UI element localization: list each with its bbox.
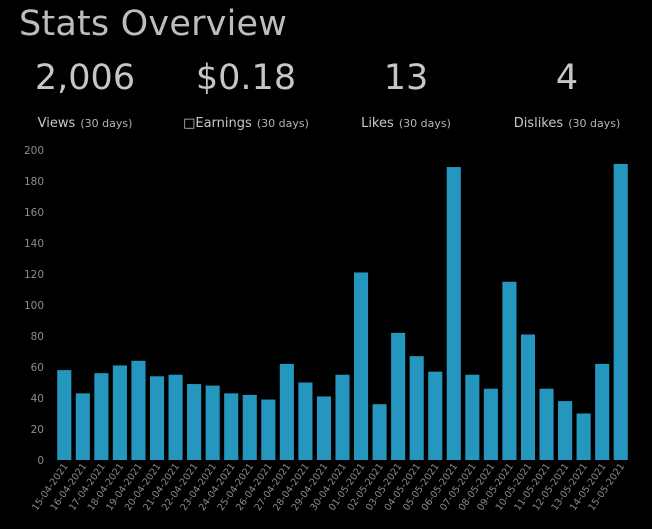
- y-tick-label: 160: [24, 207, 44, 219]
- stat-dislikes-period: (30 days): [568, 117, 621, 130]
- y-tick-label: 100: [24, 300, 44, 312]
- bar: [298, 382, 313, 460]
- bar: [242, 394, 257, 460]
- bar: [595, 363, 610, 460]
- bar: [520, 334, 536, 460]
- stat-earnings-label-text: □Earnings: [183, 116, 252, 131]
- y-tick-label: 20: [31, 424, 44, 436]
- bar: [187, 384, 202, 460]
- bar: [446, 167, 461, 461]
- bar: [112, 365, 127, 460]
- y-tick-label: 80: [31, 331, 44, 343]
- stat-dislikes-label: Dislikes (30 days): [482, 112, 652, 131]
- y-tick-label: 0: [37, 455, 44, 467]
- y-tick-label: 180: [24, 176, 44, 188]
- stat-likes-label-text: Likes: [361, 116, 394, 131]
- bar: [354, 272, 369, 460]
- stat-views-label-text: Views: [37, 116, 76, 131]
- y-tick-label: 120: [24, 269, 44, 281]
- bar: [428, 371, 443, 460]
- bar: [409, 356, 424, 460]
- stat-likes-value: 13: [383, 58, 429, 98]
- bar: [483, 388, 498, 460]
- stat-earnings-label: □Earnings (30 days): [161, 112, 331, 131]
- bar: [94, 373, 109, 460]
- y-tick-label: 60: [31, 362, 44, 374]
- bar: [539, 388, 554, 460]
- y-tick-label: 140: [24, 238, 44, 250]
- stat-views-period: (30 days): [80, 117, 133, 130]
- stat-dislikes-value: 4: [555, 58, 579, 98]
- bar: [149, 376, 165, 460]
- bar: [279, 363, 294, 460]
- stat-likes-label: Likes (30 days): [321, 112, 491, 131]
- bar: [465, 374, 480, 460]
- bar: [502, 281, 517, 460]
- bar: [75, 393, 90, 460]
- bar: [335, 374, 350, 460]
- bar: [168, 374, 183, 460]
- page-title: Stats Overview: [19, 4, 288, 44]
- stat-views-value: 2,006: [34, 58, 136, 98]
- bar: [131, 360, 146, 460]
- stat-earnings-period: (30 days): [256, 117, 309, 130]
- bar: [372, 404, 387, 460]
- bar: [613, 163, 628, 460]
- y-tick-label: 200: [24, 145, 44, 157]
- stat-earnings-value: $0.18: [195, 58, 297, 98]
- bar: [558, 401, 573, 460]
- stat-dislikes-label-text: Dislikes: [513, 116, 564, 131]
- bar: [57, 370, 72, 460]
- bar: [391, 332, 406, 460]
- y-tick-label: 40: [31, 393, 44, 405]
- bar: [224, 393, 239, 460]
- stat-views-label: Views (30 days): [0, 112, 170, 131]
- bar: [205, 385, 220, 460]
- stat-likes-period: (30 days): [398, 117, 451, 130]
- bar: [261, 399, 276, 460]
- bar: [316, 396, 331, 460]
- bar: [576, 413, 591, 460]
